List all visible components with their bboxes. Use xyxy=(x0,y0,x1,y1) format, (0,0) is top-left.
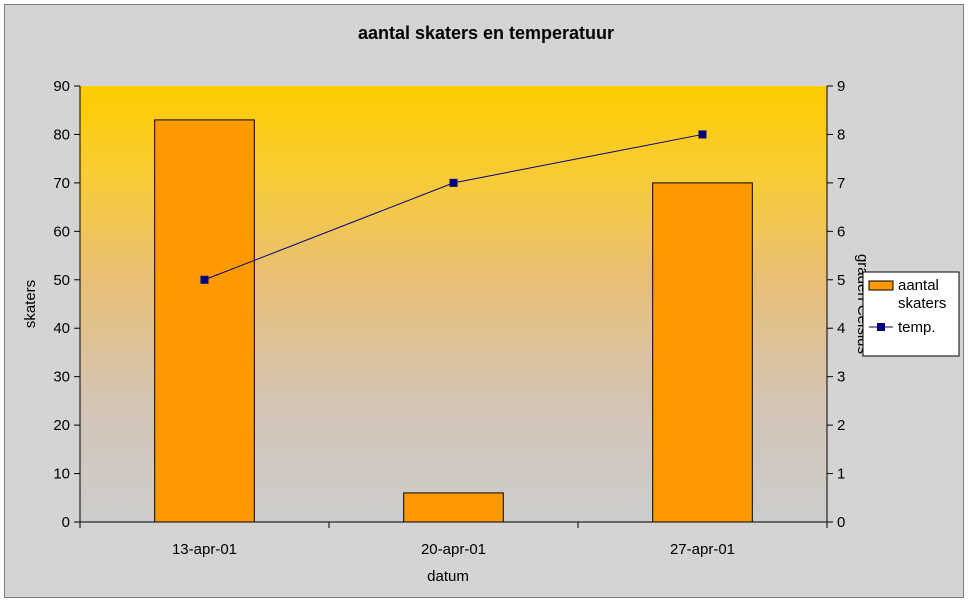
y-tick-label-3: 30 xyxy=(53,369,70,386)
y-tick-label-0: 0 xyxy=(62,514,70,531)
y-tick-label-8: 80 xyxy=(53,126,70,143)
chart-frame: aantal skaters en temperatuur 0 10 20 30 40 5… xyxy=(4,4,964,598)
y2-tick-label-2: 2 xyxy=(837,417,845,434)
legend-swatch-bar xyxy=(868,280,894,291)
y2-tick-label-9: 9 xyxy=(837,78,845,95)
axes-layer xyxy=(74,85,833,528)
temp-point-2 xyxy=(698,130,707,139)
y2-tick-label-6: 6 xyxy=(837,223,845,240)
bars-layer xyxy=(154,119,753,523)
bar-2 xyxy=(652,182,753,523)
y2-tick-label-7: 7 xyxy=(837,175,845,192)
y-axis-label: skaters xyxy=(22,280,39,328)
bar-0 xyxy=(154,119,255,523)
y2-tick-label-8: 8 xyxy=(837,126,845,143)
y-tick-label-4: 40 xyxy=(53,320,70,337)
line-layer xyxy=(200,130,707,284)
legend-swatch-marker xyxy=(877,323,885,331)
x-axis-label: datum xyxy=(427,568,469,585)
y2-tick-label-4: 4 xyxy=(837,320,845,337)
chart-title: aantal skaters en temperatuur xyxy=(358,23,614,43)
y-tick-label-6: 60 xyxy=(53,223,70,240)
y2-tick-label-5: 5 xyxy=(837,272,845,289)
bar-1 xyxy=(403,492,504,523)
temp-point-0 xyxy=(200,275,209,284)
y-tick-label-7: 70 xyxy=(53,175,70,192)
y-tick-label-2: 20 xyxy=(53,417,70,434)
chart-svg: aantal skaters en temperatuur 0102030405… xyxy=(22,23,960,585)
y2-tick-label-0: 0 xyxy=(837,514,845,531)
x-tick-label-1: 20-apr-01 xyxy=(421,541,486,558)
x-tick-label-2: 27-apr-01 xyxy=(670,541,735,558)
y-tick-label-1: 10 xyxy=(53,466,70,483)
x-tick-label-0: 13-apr-01 xyxy=(172,541,237,558)
legend-label-bar-line1: aantal xyxy=(898,277,939,294)
legend: aantal skaters temp. xyxy=(862,271,960,357)
legend-box xyxy=(862,271,960,357)
legend-label-bar-line2: skaters xyxy=(898,295,946,312)
y-tick-label-9: 90 xyxy=(53,78,70,95)
y2-tick-label-3: 3 xyxy=(837,369,845,386)
y2-tick-label-1: 1 xyxy=(837,466,845,483)
labels-layer: 0 10 20 30 40 50 60 70 80 90 0 1 2 3 4 5 6 7 8 9 13-apr-01 20… xyxy=(53,78,845,558)
temp-point-1 xyxy=(449,178,458,187)
y-tick-label-5: 50 xyxy=(53,272,70,289)
legend-label-line: temp. xyxy=(898,319,936,336)
